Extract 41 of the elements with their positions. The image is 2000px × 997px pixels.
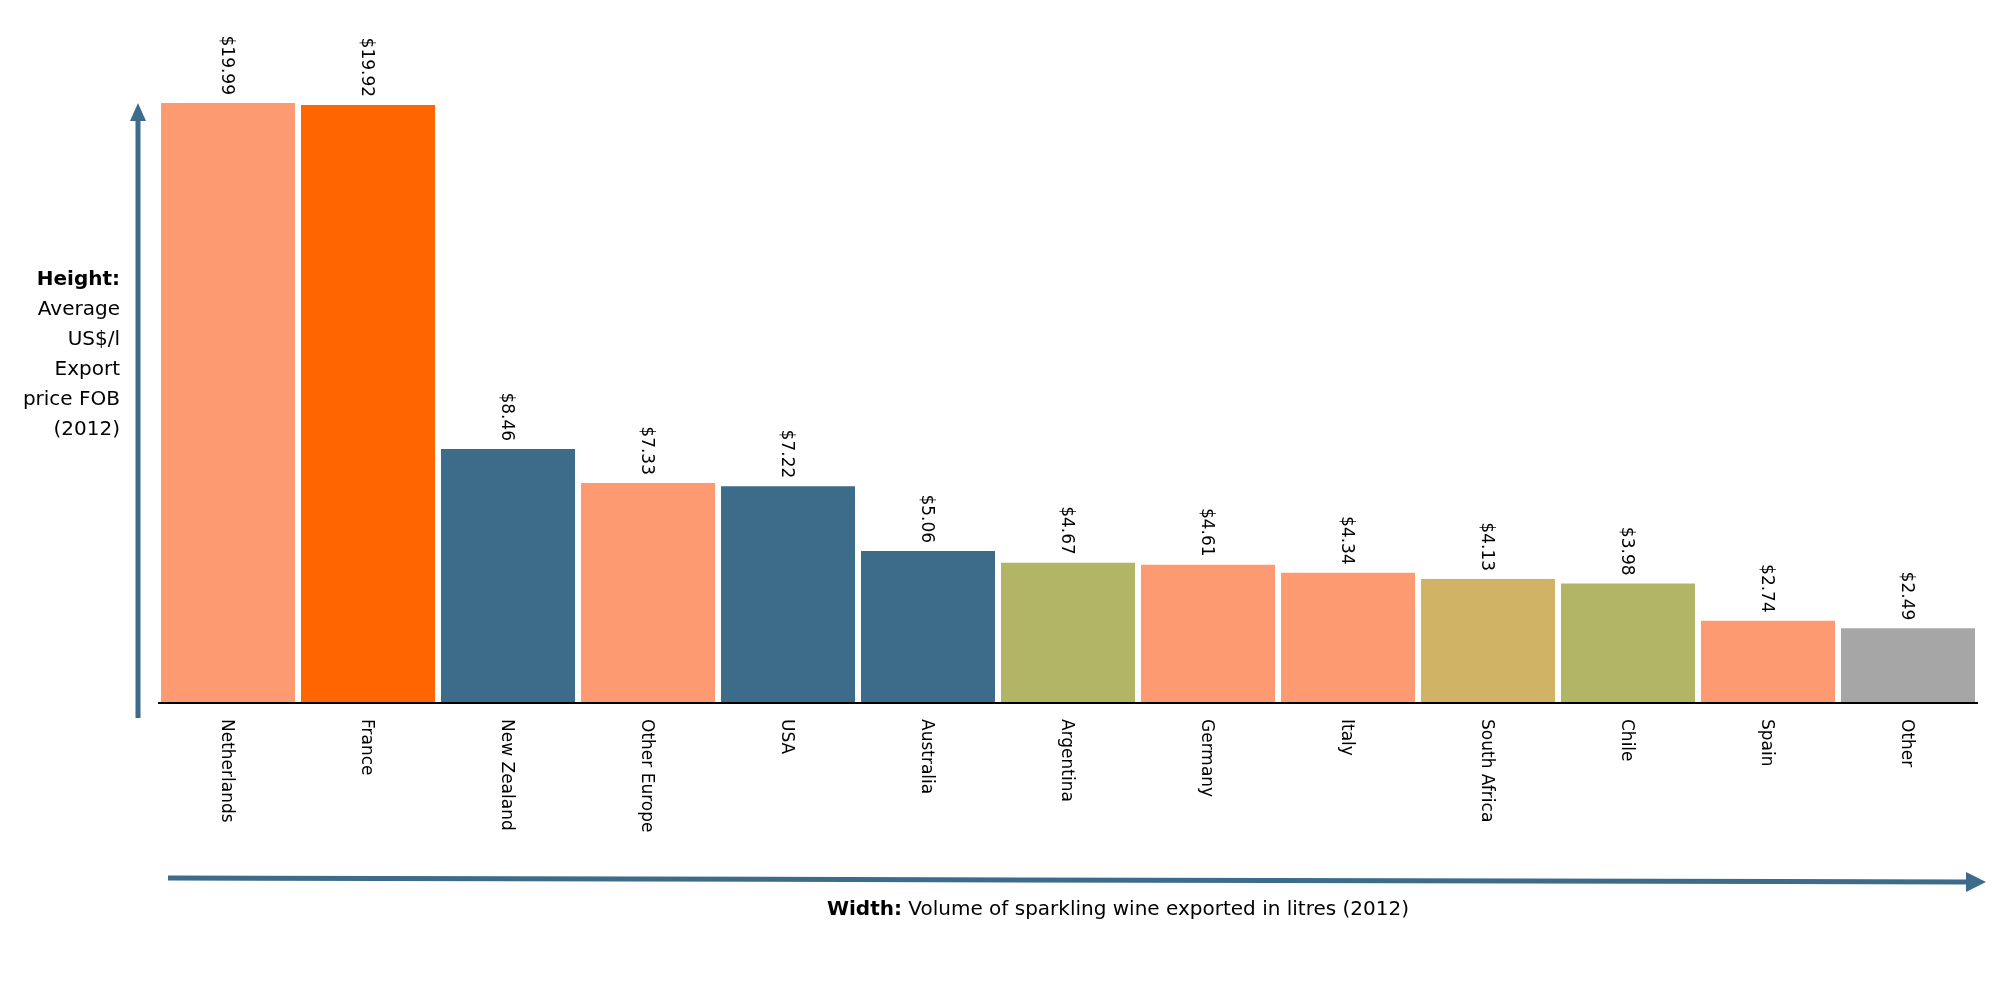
bar: [1001, 562, 1135, 703]
x-tick-label: Other Europe: [638, 719, 659, 833]
data-label: $4.34: [1338, 516, 1359, 565]
bar: [1841, 628, 1975, 703]
data-label: $8.46: [498, 392, 519, 442]
x-tick-label: Netherlands: [218, 719, 239, 823]
bar: [1141, 564, 1275, 703]
bar: [581, 482, 715, 703]
bar: [301, 105, 435, 703]
data-label: $2.49: [1898, 571, 1919, 621]
x-tick-label: Australia: [918, 719, 939, 795]
bar: [721, 486, 855, 703]
bar: [861, 551, 995, 703]
bar: [1281, 572, 1415, 703]
bar: [161, 103, 295, 703]
data-label: $5.06: [918, 494, 939, 544]
x-tick-label: Germany: [1198, 719, 1219, 798]
x-tick-label: Spain: [1758, 719, 1779, 767]
x-tick-label: USA: [778, 719, 799, 755]
x-tick-label: Argentina: [1058, 719, 1079, 802]
data-label: $7.22: [778, 429, 799, 479]
bar: [1561, 583, 1695, 703]
y-axis-title: Height: Average US$/l Export price FOB (2012): [21, 265, 120, 442]
data-label: $2.74: [1758, 564, 1779, 613]
data-label: $19.92: [358, 37, 379, 98]
data-label: $7.33: [638, 426, 659, 475]
bar: [1421, 579, 1555, 703]
x-tick-label: Chile: [1618, 719, 1639, 762]
data-label: $4.13: [1478, 522, 1499, 572]
data-label: $19.99: [218, 35, 239, 95]
x-tick-label: South Africa: [1478, 719, 1499, 823]
data-label: $4.61: [1198, 507, 1219, 557]
data-label: $3.98: [1618, 526, 1639, 576]
x-tick-label: New Zealand: [498, 719, 519, 831]
x-tick-label: Italy: [1338, 719, 1359, 756]
x-tick-label: France: [358, 719, 379, 776]
x-tick-label: Other: [1898, 719, 1919, 768]
bar: [441, 449, 575, 703]
bar: [1701, 620, 1835, 703]
x-axis-title: Width: Volume of sparkling wine exported in litres (2012): [825, 896, 1411, 920]
data-label: $4.67: [1058, 506, 1079, 555]
